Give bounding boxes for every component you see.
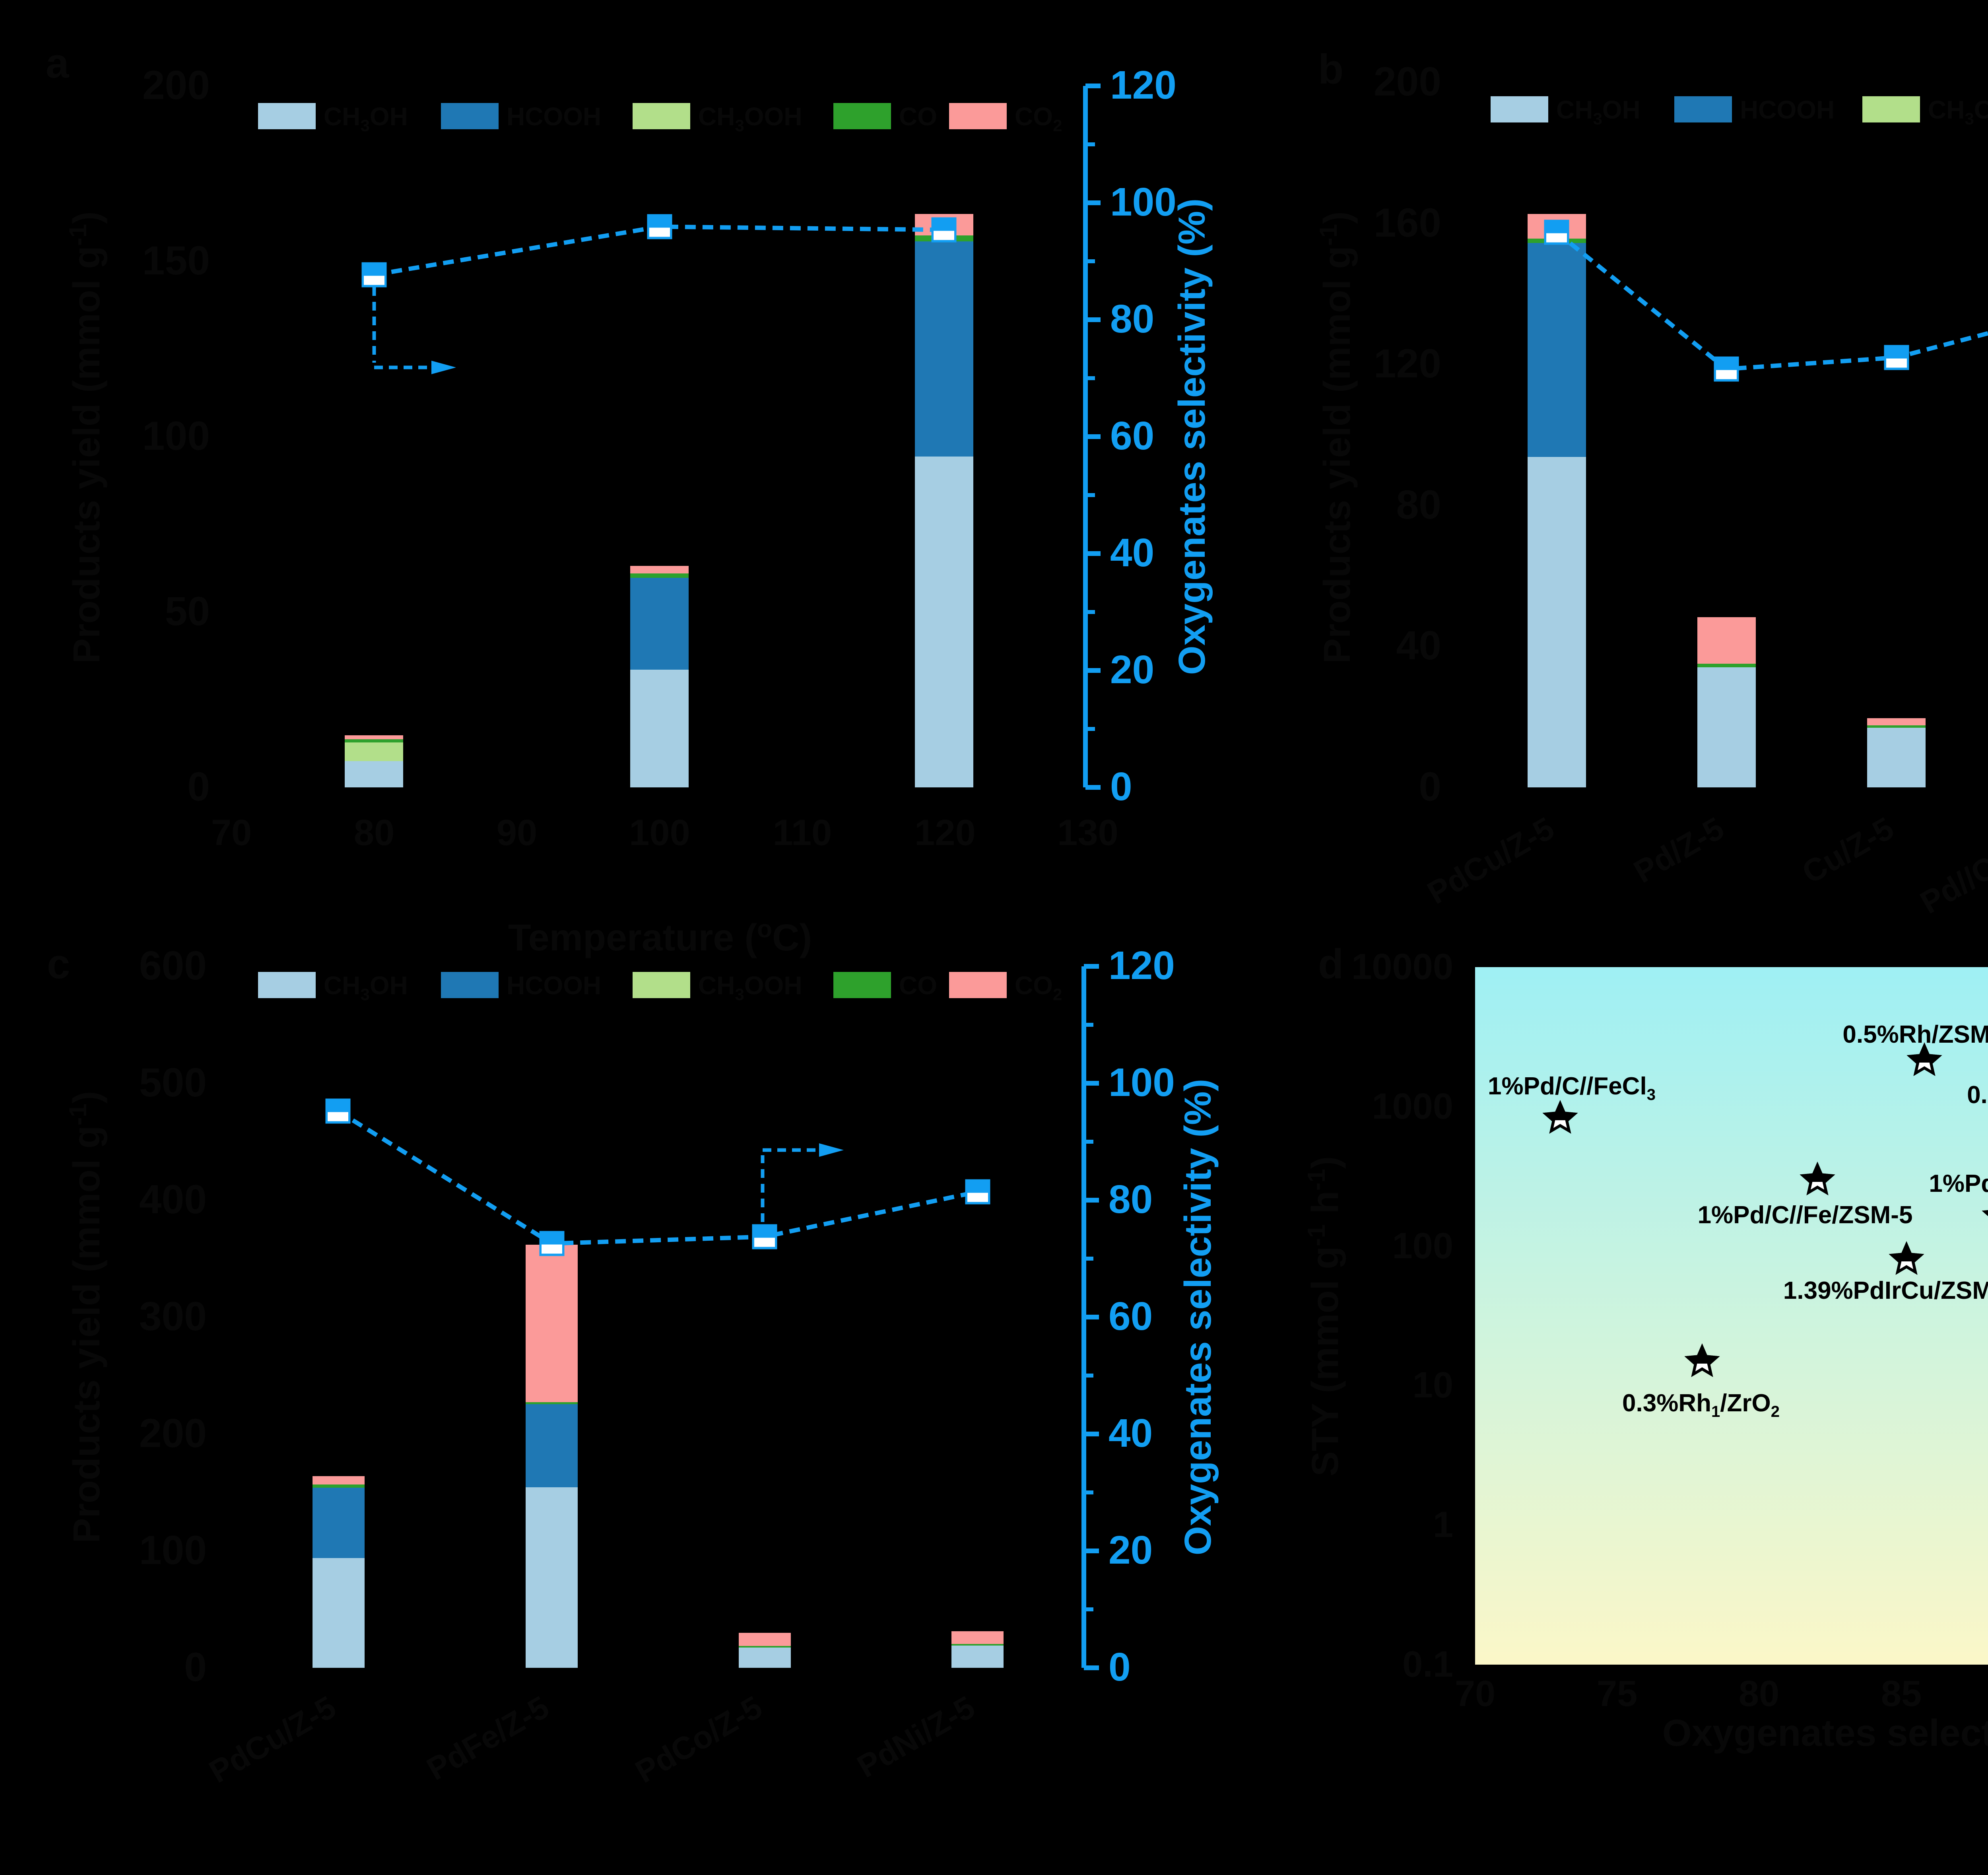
svg-text:Oxygenates selectivity (%): Oxygenates selectivity (%) [1171,198,1213,675]
svg-text:100: 100 [629,812,690,853]
svg-text:60: 60 [1110,414,1154,458]
svg-text:0: 0 [1109,1645,1131,1689]
svg-text:1.39%PdIrCu/ZSM-5: 1.39%PdIrCu/ZSM-5 [1783,1277,1988,1304]
svg-text:200: 200 [1374,59,1441,104]
svg-text:0.5%Rh/ZSM-5: 0.5%Rh/ZSM-5 [1842,1021,1988,1048]
svg-text:20: 20 [1110,647,1154,692]
svg-text:1%Pd/C//FeCl3: 1%Pd/C//FeCl3 [1488,1073,1656,1104]
svg-text:CO2: CO2 [1015,971,1062,1004]
svg-text:50: 50 [165,589,210,634]
svg-text:150: 150 [142,238,210,283]
svg-text:70: 70 [1455,1673,1495,1714]
svg-text:Oxygenates selectivity (%): Oxygenates selectivity (%) [1662,1712,1988,1754]
svg-text:CH3OH: CH3OH [324,102,408,135]
svg-text:80: 80 [1739,1673,1779,1714]
svg-text:c: c [47,941,70,987]
svg-text:40: 40 [1110,530,1154,575]
svg-text:110: 110 [773,812,832,853]
svg-text:HCOOH: HCOOH [507,971,601,1000]
svg-text:0: 0 [184,1644,207,1690]
svg-text:CH3OH: CH3OH [324,971,408,1004]
svg-text:CH3OOH: CH3OOH [698,971,802,1004]
svg-text:75: 75 [1597,1673,1637,1714]
svg-text:1000: 1000 [1372,1086,1453,1127]
svg-text:600: 600 [139,943,207,988]
svg-text:1%PdAu/TiO2: 1%PdAu/TiO2 [1929,1170,1988,1201]
svg-text:Products yield (mmol g-1): Products yield (mmol g-1) [64,1091,108,1543]
svg-text:CO: CO [899,102,937,131]
svg-text:0: 0 [1419,764,1441,809]
svg-text:20: 20 [1109,1528,1153,1572]
svg-text:80: 80 [1109,1177,1153,1222]
svg-text:100: 100 [142,413,210,459]
svg-text:100: 100 [1109,1060,1175,1105]
svg-text:b: b [1318,46,1343,93]
svg-text:a: a [46,40,70,87]
svg-text:500: 500 [139,1060,207,1105]
svg-text:120: 120 [1374,341,1441,386]
svg-text:0.3%Rh/CeO2: 0.3%Rh/CeO2 [1967,1081,1988,1112]
svg-text:Products yield (mmol g-1): Products yield (mmol g-1) [64,211,108,663]
svg-text:HCOOH: HCOOH [1740,95,1835,124]
svg-text:160: 160 [1374,200,1441,245]
svg-text:120: 120 [1109,943,1175,988]
svg-text:CO2: CO2 [1015,102,1062,135]
svg-text:300: 300 [139,1294,207,1339]
svg-text:CH3OOH: CH3OOH [698,102,802,135]
svg-text:STY (mmol g-1 h-1): STY (mmol g-1 h-1) [1303,1156,1346,1476]
svg-text:CH3OOH: CH3OOH [1928,95,1988,128]
svg-text:Temperature (oC): Temperature (oC) [508,915,812,959]
svg-text:200: 200 [142,62,210,108]
svg-text:0: 0 [1110,764,1132,809]
svg-text:85: 85 [1881,1673,1922,1714]
svg-text:400: 400 [139,1177,207,1222]
svg-text:0: 0 [187,764,210,809]
svg-text:80: 80 [1110,297,1154,341]
svg-text:10000: 10000 [1351,946,1453,987]
svg-text:HCOOH: HCOOH [507,102,601,131]
svg-text:0.1: 0.1 [1402,1644,1453,1685]
svg-text:120: 120 [1110,63,1176,107]
svg-text:1%Pd/C//Fe/ZSM-5: 1%Pd/C//Fe/ZSM-5 [1698,1201,1913,1229]
svg-text:90: 90 [497,812,537,853]
svg-text:80: 80 [354,812,394,853]
svg-text:Products yield (mmol g-1): Products yield (mmol g-1) [1315,211,1358,663]
svg-text:100: 100 [1392,1226,1454,1266]
svg-text:d: d [1318,941,1343,987]
svg-text:10: 10 [1413,1365,1453,1405]
svg-text:40: 40 [1109,1411,1153,1455]
svg-text:100: 100 [139,1527,207,1573]
svg-text:70: 70 [211,812,252,853]
svg-text:120: 120 [914,812,976,853]
svg-text:100: 100 [1110,180,1176,224]
svg-text:60: 60 [1109,1294,1153,1339]
svg-text:CH3OH: CH3OH [1556,95,1640,128]
svg-text:Oxygenates selectivity (%): Oxygenates selectivity (%) [1177,1079,1219,1556]
svg-text:0.3%Rh1/ZrO2: 0.3%Rh1/ZrO2 [1622,1389,1780,1420]
svg-text:1: 1 [1433,1504,1453,1545]
svg-text:130: 130 [1057,812,1118,853]
svg-text:80: 80 [1396,482,1441,527]
svg-text:200: 200 [139,1411,207,1456]
svg-text:CO: CO [899,971,937,1000]
svg-text:40: 40 [1396,623,1441,668]
